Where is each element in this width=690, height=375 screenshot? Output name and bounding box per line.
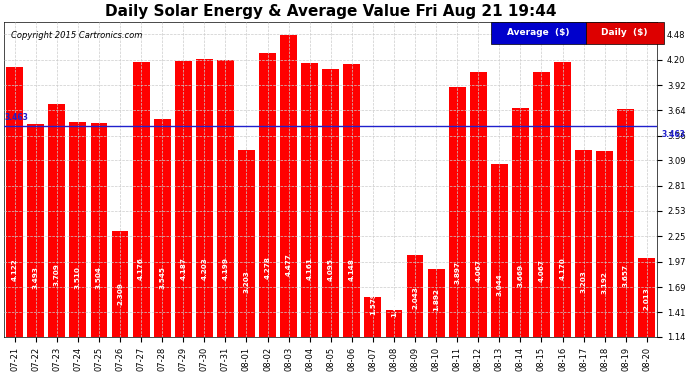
Bar [386,310,402,375]
Bar [491,165,508,375]
Bar [175,61,192,375]
Bar [154,119,170,375]
Bar [6,67,23,375]
Text: 1.579: 1.579 [370,292,376,315]
Text: 4.187: 4.187 [180,257,186,280]
Text: 1.892: 1.892 [433,288,439,311]
Bar [238,150,255,375]
Bar [217,60,234,375]
Text: 4.161: 4.161 [306,258,313,280]
Bar [512,108,529,375]
Bar [344,64,360,375]
Bar [28,124,44,375]
Bar [470,72,486,375]
Text: 4.067: 4.067 [475,259,481,282]
Title: Daily Solar Energy & Average Value Fri Aug 21 19:44: Daily Solar Energy & Average Value Fri A… [105,4,557,19]
Text: 2.309: 2.309 [117,283,123,306]
Bar [618,109,634,375]
FancyBboxPatch shape [491,22,586,44]
Text: 3.709: 3.709 [54,264,60,286]
Text: 4.278: 4.278 [264,256,270,279]
Bar [280,34,297,375]
Text: 3.510: 3.510 [75,266,81,289]
Text: 3.545: 3.545 [159,266,165,289]
Text: 3.203: 3.203 [580,271,586,293]
Text: 3.203: 3.203 [244,271,250,293]
Text: 3.044: 3.044 [496,273,502,296]
Bar [48,104,66,375]
Text: 3.463: 3.463 [4,113,28,122]
Bar [448,87,466,375]
Bar [196,60,213,375]
Text: 3.669: 3.669 [518,264,524,287]
Text: 1.440: 1.440 [391,294,397,317]
Text: 4.176: 4.176 [138,257,144,280]
Bar [554,63,571,375]
Bar [364,297,382,375]
Text: 4.122: 4.122 [12,258,18,281]
Bar [596,151,613,375]
Text: 4.199: 4.199 [222,257,228,280]
Bar [322,69,339,375]
Bar [406,255,424,375]
Text: 4.148: 4.148 [349,258,355,280]
Bar [638,258,655,375]
Text: 4.095: 4.095 [328,258,334,281]
Text: 2.043: 2.043 [412,286,418,309]
Text: 4.477: 4.477 [286,253,292,276]
Bar [428,269,444,375]
Text: 3.504: 3.504 [96,266,102,289]
Text: 3.463: 3.463 [662,130,685,139]
Text: 4.170: 4.170 [560,258,566,280]
Text: Copyright 2015 Cartronics.com: Copyright 2015 Cartronics.com [11,31,142,40]
Text: 4.203: 4.203 [201,257,207,280]
Bar [533,72,550,375]
Bar [112,231,128,375]
Bar [302,63,318,375]
Bar [70,122,86,375]
Text: 2.013: 2.013 [644,287,650,309]
Bar [575,150,592,375]
Text: 3.897: 3.897 [454,261,460,284]
Text: 4.067: 4.067 [538,259,544,282]
Bar [132,62,150,375]
Text: Daily  ($): Daily ($) [602,28,648,37]
Bar [90,123,108,375]
Text: Average  ($): Average ($) [507,28,569,37]
FancyBboxPatch shape [586,22,664,44]
Bar [259,53,276,375]
Text: 3.493: 3.493 [32,267,39,290]
Text: 3.657: 3.657 [623,264,629,287]
Text: 3.192: 3.192 [602,271,608,294]
